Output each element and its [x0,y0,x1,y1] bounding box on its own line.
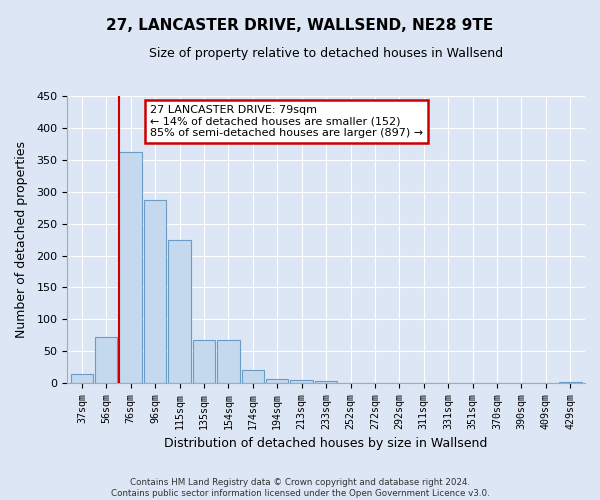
Text: Contains HM Land Registry data © Crown copyright and database right 2024.
Contai: Contains HM Land Registry data © Crown c… [110,478,490,498]
Title: Size of property relative to detached houses in Wallsend: Size of property relative to detached ho… [149,48,503,60]
Bar [119,152,142,383]
Bar [71,374,93,383]
Text: 27, LANCASTER DRIVE, WALLSEND, NE28 9TE: 27, LANCASTER DRIVE, WALLSEND, NE28 9TE [106,18,494,32]
Bar [559,382,581,383]
Text: 27 LANCASTER DRIVE: 79sqm
← 14% of detached houses are smaller (152)
85% of semi: 27 LANCASTER DRIVE: 79sqm ← 14% of detac… [150,105,423,138]
X-axis label: Distribution of detached houses by size in Wallsend: Distribution of detached houses by size … [164,437,488,450]
Bar [95,337,118,383]
Bar [242,370,264,383]
Bar [266,379,289,383]
Y-axis label: Number of detached properties: Number of detached properties [15,141,28,338]
Bar [169,240,191,383]
Bar [193,340,215,383]
Bar [315,381,337,383]
Bar [290,380,313,383]
Bar [217,340,239,383]
Bar [144,200,166,383]
